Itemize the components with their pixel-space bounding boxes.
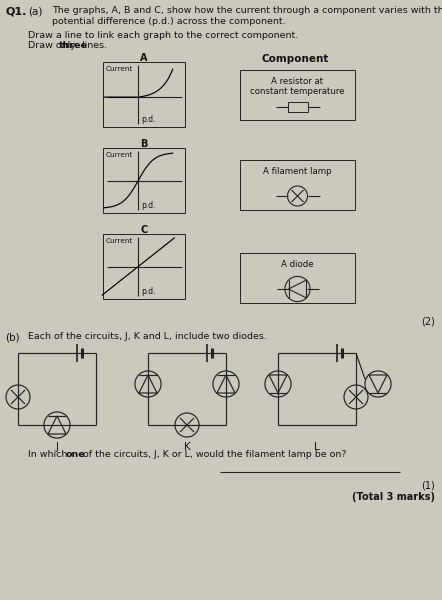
- Text: constant temperature: constant temperature: [250, 87, 345, 96]
- Bar: [103, 148, 185, 213]
- Text: Current: Current: [106, 238, 133, 244]
- Text: potential difference (p.d.) across the component.: potential difference (p.d.) across the c…: [52, 17, 286, 26]
- Text: A: A: [140, 53, 148, 63]
- Text: Component: Component: [261, 54, 329, 64]
- Text: three: three: [59, 41, 88, 50]
- Text: (a): (a): [28, 6, 42, 16]
- Text: J: J: [56, 442, 58, 452]
- Bar: [103, 234, 185, 299]
- Text: (b): (b): [5, 332, 19, 342]
- Text: L: L: [314, 442, 320, 452]
- Text: (Total 3 marks): (Total 3 marks): [352, 492, 435, 502]
- Text: of the circuits, J, K or L, would the filament lamp be on?: of the circuits, J, K or L, would the fi…: [80, 450, 347, 459]
- Text: Draw a line to link each graph to the correct component.: Draw a line to link each graph to the co…: [28, 31, 298, 40]
- Text: Current: Current: [106, 152, 133, 158]
- Text: In which: In which: [28, 450, 70, 459]
- Text: C: C: [141, 225, 148, 235]
- Text: one: one: [66, 450, 86, 459]
- Text: Draw only: Draw only: [28, 41, 79, 50]
- Bar: [240, 253, 355, 303]
- Text: Current: Current: [106, 66, 133, 72]
- Bar: [287, 102, 308, 112]
- Bar: [103, 62, 185, 127]
- Text: B: B: [140, 139, 148, 149]
- Text: A diode: A diode: [281, 260, 314, 269]
- Text: A filament lamp: A filament lamp: [263, 167, 332, 176]
- Text: p.d.: p.d.: [141, 115, 156, 124]
- Text: Q1.: Q1.: [5, 6, 27, 16]
- Text: Each of the circuits, J, K and L, include two diodes.: Each of the circuits, J, K and L, includ…: [28, 332, 267, 341]
- Text: (2): (2): [421, 316, 435, 326]
- Bar: [240, 70, 355, 120]
- Text: p.d.: p.d.: [141, 287, 156, 296]
- Text: p.d.: p.d.: [141, 201, 156, 210]
- Text: K: K: [183, 442, 191, 452]
- Text: A resistor at: A resistor at: [271, 77, 324, 86]
- Text: (1): (1): [421, 480, 435, 490]
- Text: The graphs, A, B and C, show how the current through a component varies with the: The graphs, A, B and C, show how the cur…: [52, 6, 442, 15]
- Text: lines.: lines.: [79, 41, 107, 50]
- Bar: [240, 160, 355, 210]
